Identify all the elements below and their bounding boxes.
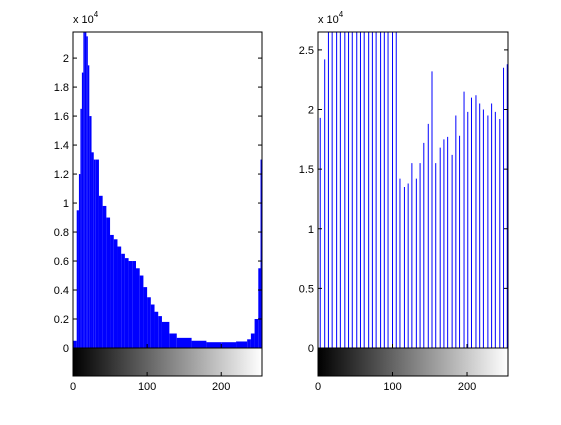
x-tick-label: 100 [138,381,156,393]
series-marks [73,32,262,348]
bar [73,340,77,348]
bar [121,253,125,348]
bar [250,333,255,348]
bar [124,258,129,348]
bar [139,275,144,348]
y-tick-label: 1 [308,224,314,236]
bar [191,340,207,348]
bar [206,342,222,348]
y-tick-label: 0 [308,343,314,355]
y-tick-label: 0.4 [54,285,69,297]
y-tick-label: 0.2 [54,314,69,326]
bar [132,261,136,348]
bar [158,316,162,348]
x-tick-label: 200 [212,381,230,393]
y-tick-label: 0 [63,343,69,355]
bar [98,195,103,348]
bar [169,333,177,348]
x-tick-label: 100 [383,381,401,393]
chart-panel-2: 0 0.5 1 1.5 2 2.5 x 104 0 100 200 [299,10,509,393]
bar [136,268,140,348]
bar [87,65,90,348]
bar [128,261,133,348]
multiplier-base: x 10 [73,14,94,26]
bar [258,268,261,348]
y-tick-label: 0.5 [299,283,314,295]
bar [247,339,251,348]
bar [91,152,94,348]
bar [80,108,82,348]
multiplier-exponent: 4 [94,10,99,19]
grayscale-colorbar [72,347,263,377]
bar [254,319,259,348]
y-tick-label: 1 [63,198,69,210]
y-tick-label: 2 [63,53,69,65]
bar [83,32,85,348]
multiplier-base: x 10 [318,14,339,26]
y-multiplier-label: x 104 [318,10,344,26]
bar [161,321,170,348]
y-tick-label: 1.5 [299,164,314,176]
bar [236,341,248,348]
bar [78,174,81,348]
bar [221,342,237,348]
bar [113,239,118,348]
y-tick-label: 0.8 [54,227,69,239]
bar [147,297,151,348]
bar [117,246,122,348]
bar [154,311,159,348]
chart-panel-1: 0 0.2 0.4 0.6 0.8 1 1.2 1.4 1.6 1.8 2 x 104 0 100 200 [54,10,263,393]
bar [110,234,114,348]
bar [143,287,148,348]
bar [84,32,87,348]
y-tick-label: 1.8 [54,82,69,94]
x-tick-label: 200 [458,381,476,393]
grayscale-colorbar [317,347,509,377]
bar [150,304,155,348]
x-tick-label: 0 [315,381,321,393]
y-tick-label: 1.2 [54,169,69,181]
y-multiplier-label: x 104 [73,10,99,26]
x-tick-label: 0 [70,381,76,393]
y-tick-label: 2.5 [299,45,314,57]
bar [93,159,96,348]
bar [95,159,99,348]
bar [81,72,84,348]
bar [106,217,111,348]
series-marks [319,32,508,348]
bar [89,116,92,348]
multiplier-exponent: 4 [339,10,344,19]
y-tick-label: 2 [308,105,314,117]
y-tick-label: 1.6 [54,111,69,123]
bar [260,159,262,348]
y-tick-label: 0.6 [54,256,69,268]
bar [102,205,107,348]
bar [176,337,192,348]
y-tick-label: 1.4 [54,140,69,152]
bar [86,36,88,348]
bar [76,210,79,348]
